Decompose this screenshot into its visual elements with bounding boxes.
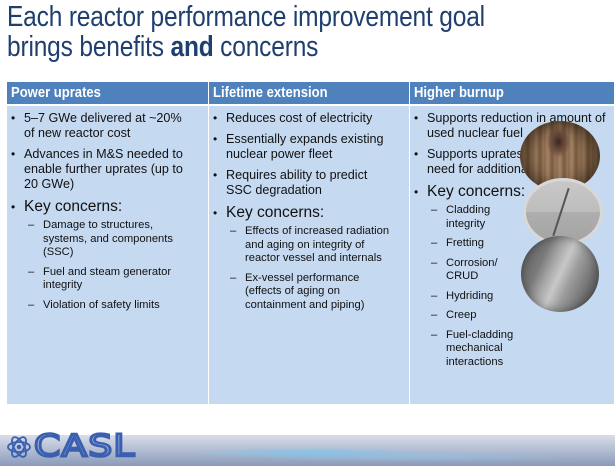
concern-item: Creep [431, 309, 527, 323]
concern-item: Hydriding [431, 290, 527, 304]
concern-item: Cladding integrity [431, 204, 516, 231]
bullet-item: Essentially expands existing nuclear pow… [209, 132, 396, 162]
concern-item: Damage to structures, systems, and compo… [28, 219, 184, 260]
concern-item: Fuel and steam generator integrity [28, 266, 184, 293]
footer-banner [0, 435, 615, 466]
bullet-item: Requires ability to predict SSC degradat… [209, 168, 376, 198]
header-power-uprates: Power uprates [7, 82, 208, 104]
cell-power-uprates: 5–7 GWe delivered at ~20% of new reactor… [7, 106, 208, 404]
slide-title: Each reactor performance improvement goa… [7, 2, 485, 62]
bullet-item: 5–7 GWe delivered at ~20% of new reactor… [7, 111, 194, 141]
fuel-pellet-photo [521, 236, 599, 312]
logo-text: CASL [32, 428, 136, 465]
casl-logo: CASL [6, 428, 136, 465]
key-concerns-label: Key concerns: [24, 198, 123, 215]
concern-item: Fretting [431, 237, 527, 251]
header-higher-burnup: Higher burnup [410, 82, 614, 104]
atom-icon [7, 436, 31, 458]
key-concerns-label: Key concerns: [226, 204, 325, 221]
title-emphasis: and [170, 31, 214, 63]
title-text: concerns [213, 31, 319, 63]
key-concerns-item: Key concerns: Cladding integrity Frettin… [410, 183, 614, 369]
title-line-1: Each reactor performance improvement goa… [7, 1, 485, 33]
concern-item: Fuel-cladding mechanical interactions [431, 329, 526, 370]
concern-item: Corrosion/ CRUD [431, 257, 516, 284]
key-concerns-label: Key concerns: [427, 183, 526, 200]
bullet-item: Advances in M&S needed to enable further… [7, 147, 184, 192]
title-text: brings benefits [7, 31, 171, 63]
concern-item: Violation of safety limits [28, 299, 184, 313]
concern-item: Effects of increased radiation and aging… [230, 225, 396, 266]
bullet-item: Reduces cost of electricity [209, 111, 411, 126]
header-lifetime-extension: Lifetime extension [209, 82, 409, 104]
key-concerns-item: Key concerns: Damage to structures, syst… [7, 198, 208, 312]
key-concerns-item: Key concerns: Effects of increased radia… [209, 204, 409, 312]
concern-item: Ex-vessel performance (effects of aging … [230, 272, 385, 313]
cell-lifetime-extension: Reduces cost of electricity Essentially … [209, 106, 409, 404]
title-line-2: brings benefits and concerns [7, 32, 485, 62]
goals-table: Power uprates Lifetime extension Higher … [7, 82, 614, 404]
